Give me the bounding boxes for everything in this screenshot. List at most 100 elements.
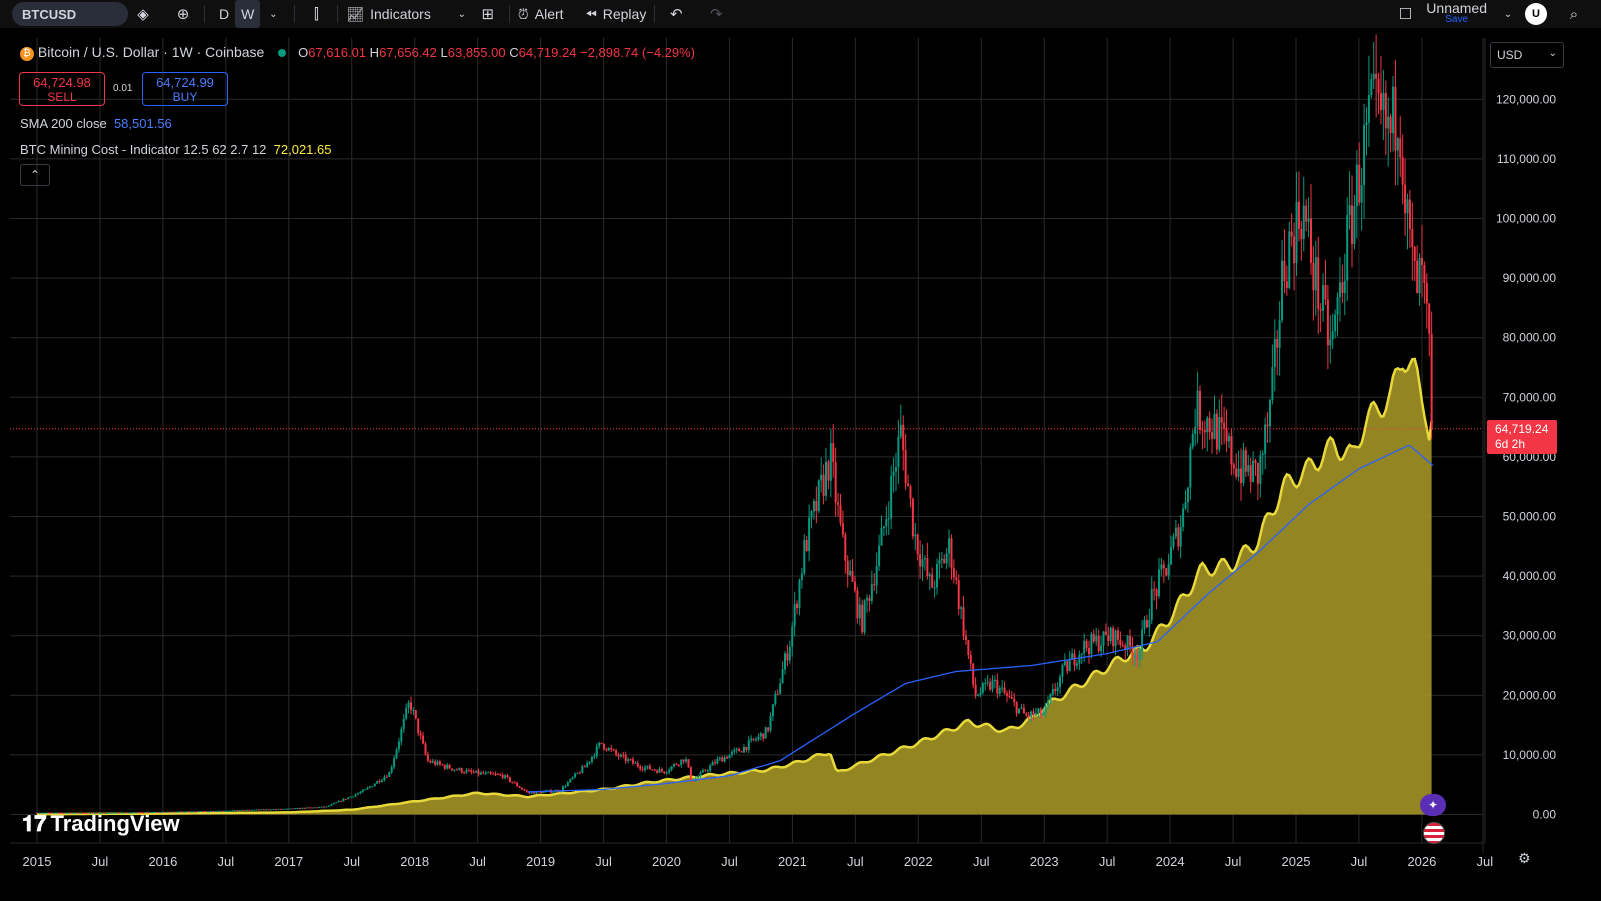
compare-add-icon[interactable]: ⊕ (176, 6, 190, 23)
candle-body (612, 749, 615, 751)
layout-square-icon[interactable]: ☐ (1398, 6, 1413, 23)
candle-body (904, 450, 907, 484)
bitcoin-icon: ₿ (20, 47, 34, 61)
candle (43, 812, 46, 814)
candle-body (434, 761, 437, 765)
currency-select[interactable]: USD ⌄ (1490, 42, 1564, 68)
candle (767, 727, 770, 733)
candle (672, 763, 675, 768)
candle (320, 806, 323, 808)
candle (933, 580, 936, 598)
candle (759, 731, 762, 741)
candle-body (409, 702, 412, 711)
time-axis[interactable]: 2015 Jul 2016 Jul 2017 Jul 2018 Jul 2019 Jul 2020 J… (23, 854, 1494, 869)
layout-chevron-down-icon[interactable]: ⌄ (1503, 8, 1513, 20)
candle (892, 457, 895, 493)
candle (1194, 408, 1197, 447)
candle (1097, 629, 1100, 654)
time-axis-settings-gear-icon[interactable]: ⚙︎ (1518, 850, 1531, 866)
interval-menu-chevron-down-icon[interactable]: ⌄ (269, 8, 278, 20)
candle (629, 758, 632, 761)
currency-chevron-down-icon: ⌄ (1548, 48, 1557, 59)
candle-body (487, 772, 490, 774)
bar-countdown: 6d 2h (1495, 437, 1526, 451)
candle-body (733, 749, 736, 752)
candle (878, 534, 881, 572)
candle-body (315, 807, 318, 809)
candle (605, 747, 608, 752)
indicator-name: BTC Mining Cost - Indicator 12.5 62 2.7 … (20, 142, 267, 157)
candle-body (1054, 688, 1057, 691)
symbol-search-button[interactable]: BTCUSD (12, 2, 128, 26)
candle (352, 796, 355, 798)
collapse-legend-chevron-up-icon[interactable]: ⌃ (20, 164, 50, 186)
candle-body (458, 768, 461, 770)
candle (405, 703, 408, 721)
indicator-legend-sma[interactable]: SMA 200 close 58,501.56 (20, 116, 172, 131)
quick-search-icon[interactable]: ⌕ (1569, 5, 1579, 23)
candle (646, 765, 649, 770)
candle-body (839, 504, 842, 524)
sell-button[interactable]: 64,724.98 SELL (19, 72, 105, 106)
candle-body (361, 790, 364, 793)
candle (1112, 625, 1115, 653)
candle (716, 756, 719, 765)
candle-body (861, 604, 864, 633)
candle-body (1100, 645, 1103, 652)
candle (118, 812, 121, 814)
candle (1235, 453, 1238, 480)
watchlist-icon[interactable]: ◈ (137, 6, 149, 23)
candle (361, 789, 364, 793)
candle (318, 806, 321, 809)
candle-body (120, 812, 123, 814)
layout-name-button[interactable]: Unnamed Save (1426, 0, 1487, 28)
candle (909, 484, 912, 508)
undo-icon[interactable]: ↶ (670, 6, 683, 23)
candle-body (226, 810, 229, 812)
candle (919, 540, 922, 579)
candle (776, 689, 779, 695)
candle-body (81, 812, 84, 814)
price-axis[interactable]: 120,000.00 110,000.00 100,000.00 90,000.00 8… (1496, 92, 1556, 821)
replay-button[interactable]: ⏪︎ Replay (586, 0, 647, 28)
candle-body (687, 759, 690, 768)
candle (670, 765, 673, 772)
candle (1030, 710, 1033, 723)
interval-w-button[interactable]: W (235, 0, 261, 28)
alert-button[interactable]: ⏰︎ Alert (518, 0, 564, 28)
candle-body (412, 710, 415, 712)
user-avatar[interactable]: U (1525, 3, 1547, 25)
candle (426, 751, 429, 763)
candle-body (950, 538, 953, 568)
candle (64, 812, 67, 814)
candle-body (453, 769, 456, 771)
candle (714, 759, 717, 766)
candle (1025, 711, 1028, 718)
candle-body (168, 811, 171, 813)
candle-body (931, 574, 934, 588)
candle (183, 811, 186, 813)
templates-grid-icon[interactable]: ⊞ (481, 6, 495, 23)
interval-d-button[interactable]: D (219, 6, 230, 22)
redo-icon[interactable]: ↷ (710, 6, 723, 23)
indicator-legend-mining-cost[interactable]: BTC Mining Cost - Indicator 12.5 62 2.7 … (20, 142, 331, 157)
ai-assistant-icon[interactable]: ✦ (1420, 794, 1446, 816)
indicators-chevron-down-icon[interactable]: ⌄ (457, 8, 467, 20)
us-flag-icon[interactable] (1423, 822, 1445, 844)
candles-style-icon[interactable]: ⫿ (313, 5, 319, 23)
candle (1027, 711, 1030, 721)
candle-body (1418, 257, 1421, 294)
candle (255, 809, 258, 811)
candle (832, 424, 835, 478)
candle-body (178, 811, 181, 813)
indicators-button[interactable]: 📈︎ Indicators (346, 0, 430, 28)
candle (800, 567, 803, 589)
candle (1377, 72, 1380, 115)
candle-body (163, 811, 166, 813)
candle (1054, 682, 1057, 695)
buy-button[interactable]: 64,724.99 BUY (142, 72, 228, 106)
candle (190, 811, 193, 813)
candle-body (1264, 424, 1267, 454)
tradingview-logo[interactable]: 𝟏𝟕 TradingView (22, 811, 180, 837)
